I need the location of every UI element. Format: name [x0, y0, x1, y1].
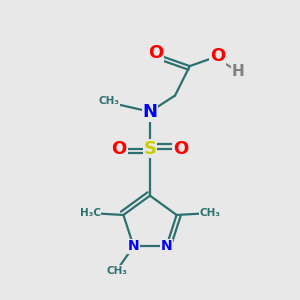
Text: N: N: [160, 239, 172, 253]
Text: CH₃: CH₃: [99, 96, 120, 106]
Text: N: N: [142, 103, 158, 121]
Text: CH₃: CH₃: [107, 266, 128, 276]
Text: S: S: [143, 140, 157, 158]
Text: H₃C: H₃C: [80, 208, 100, 218]
Text: H: H: [232, 64, 245, 80]
Text: CH₃: CH₃: [200, 208, 220, 218]
Text: O: O: [173, 140, 188, 158]
Text: O: O: [148, 44, 164, 62]
Text: O: O: [112, 140, 127, 158]
Text: N: N: [128, 239, 140, 253]
Text: O: O: [210, 47, 225, 65]
